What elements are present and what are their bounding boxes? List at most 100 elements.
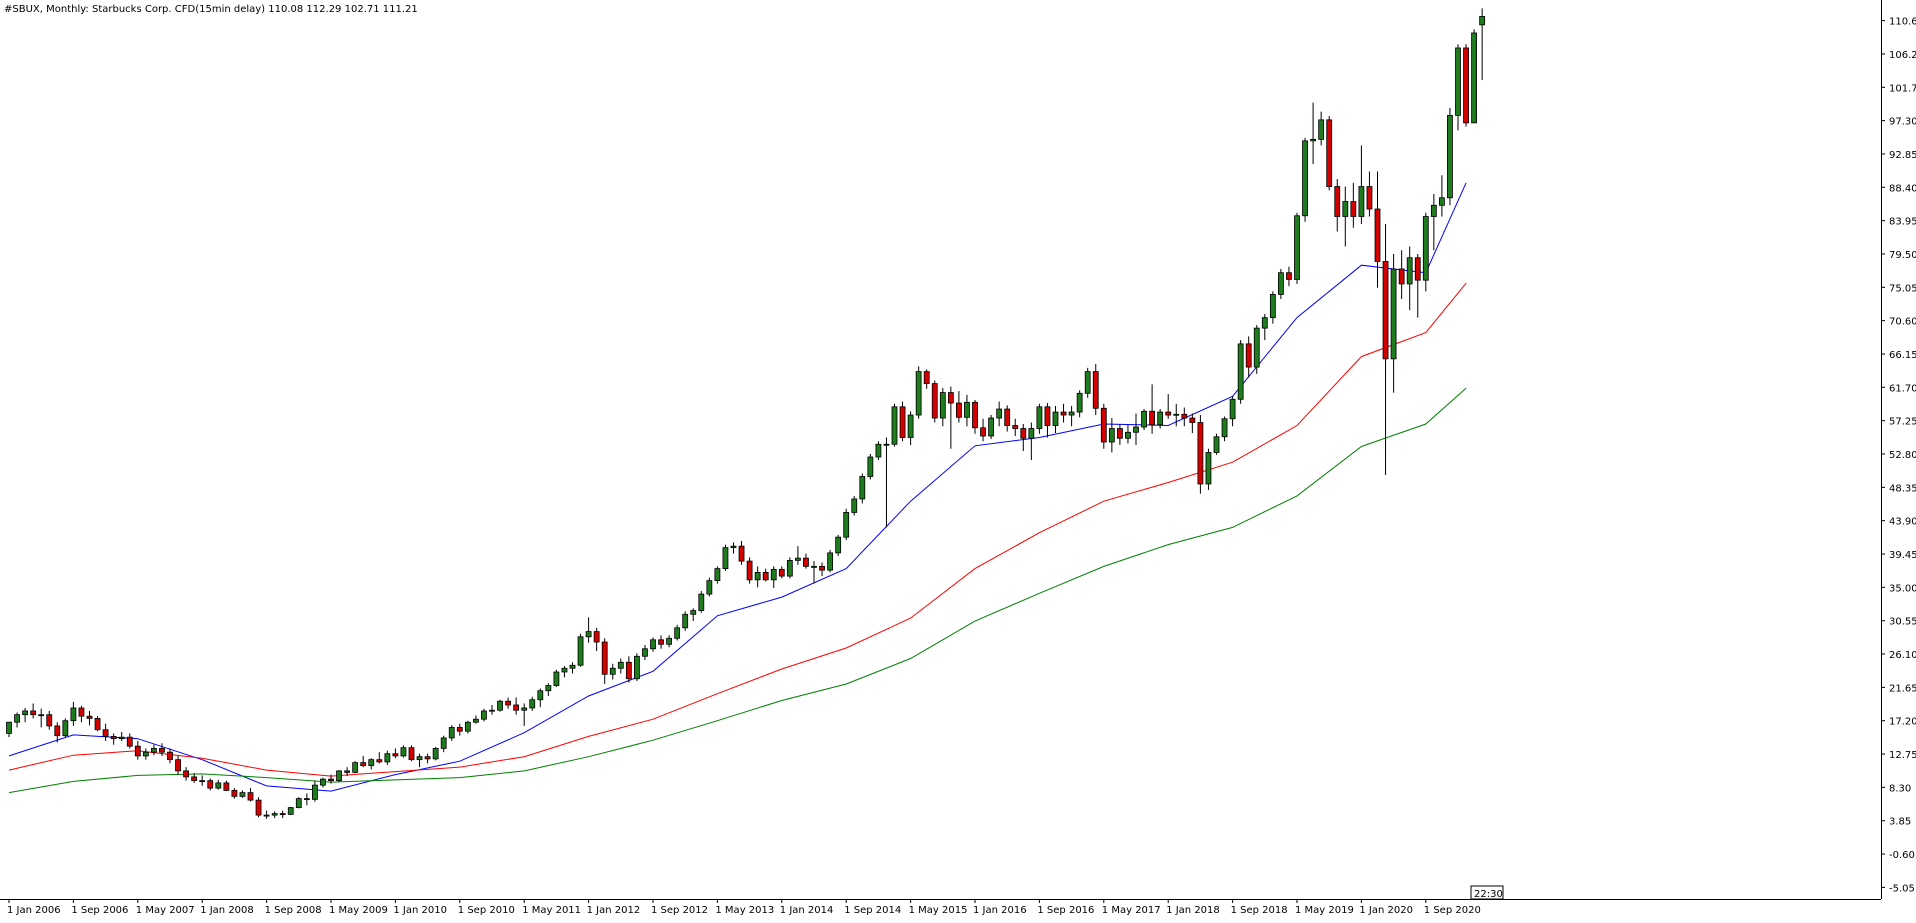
candle — [1020, 424, 1027, 451]
candle-body-up — [835, 536, 842, 554]
candle-body-up — [529, 699, 536, 709]
candle — [295, 797, 302, 809]
ma-line-mid — [8, 282, 1467, 777]
y-tick-label: 75.05 — [1889, 283, 1916, 294]
candle — [1205, 448, 1212, 490]
candle-body-up — [537, 690, 544, 701]
candle-body-down — [175, 759, 181, 772]
y-tick-label: 57.25 — [1889, 417, 1916, 428]
candle-body-down — [972, 401, 978, 429]
y-tick-label: 97.30 — [1889, 117, 1916, 128]
candle — [907, 411, 914, 446]
candle-body-up — [964, 401, 970, 418]
candle — [561, 666, 568, 678]
y-tick-label: -5.05 — [1889, 883, 1915, 894]
candle — [1382, 224, 1389, 475]
y-tick-label: 26.10 — [1889, 650, 1916, 661]
candle — [714, 566, 721, 584]
candle-body-up — [859, 476, 866, 500]
candle — [150, 744, 157, 756]
candle — [175, 755, 181, 775]
candle-body-up — [1479, 16, 1486, 26]
candle — [762, 568, 769, 582]
y-tick-label: 3.85 — [1889, 817, 1911, 828]
candle — [118, 731, 125, 741]
candle-body-up — [714, 568, 721, 582]
candle — [30, 703, 37, 719]
candle — [875, 441, 882, 460]
candle-body-down — [207, 780, 214, 789]
candle — [883, 437, 890, 528]
candle — [1350, 182, 1357, 228]
candle-body-up — [1261, 317, 1268, 329]
candle — [384, 750, 391, 765]
candle-body-up — [722, 547, 729, 570]
candle — [642, 645, 648, 661]
candle — [770, 566, 777, 589]
y-axis-ticks: 110.65 106.20 101.75 97.30 92.85 88.40 83.95 79… — [1881, 17, 1916, 894]
candle-body-down — [1060, 411, 1067, 416]
candle — [1447, 107, 1453, 206]
candle-body-down — [593, 631, 600, 643]
candle-body-down — [1100, 407, 1107, 443]
candle — [1430, 194, 1437, 251]
candle — [1149, 384, 1155, 434]
candle-body-down — [360, 762, 367, 767]
x-tick-label: 1 May 2019 — [1295, 905, 1354, 916]
candle — [738, 540, 745, 565]
candle-body-up — [988, 417, 994, 437]
candle-body-up — [1447, 114, 1453, 199]
candle-body-up — [827, 552, 833, 571]
candle-body-down — [1398, 268, 1405, 285]
candle-body-down — [30, 710, 37, 716]
candle — [1463, 44, 1469, 127]
candle-body-down — [778, 568, 785, 577]
candle — [38, 708, 45, 728]
candle-body-up — [875, 443, 882, 458]
candle — [529, 696, 536, 711]
candle — [199, 775, 206, 786]
candle — [1092, 364, 1099, 416]
candle — [481, 708, 487, 722]
candle-body-up — [62, 720, 69, 737]
candle-body-up — [1237, 343, 1244, 400]
candle-body-up — [650, 639, 656, 650]
candle-body-up — [867, 456, 874, 477]
candle — [827, 549, 833, 573]
candle — [159, 743, 165, 756]
candle-body-up — [448, 727, 455, 739]
y-tick-label: 30.55 — [1889, 617, 1916, 628]
candle-body-up — [336, 770, 342, 782]
candle-body-down — [159, 748, 165, 753]
candle — [255, 797, 262, 818]
candle — [1374, 171, 1381, 288]
candle — [1342, 186, 1349, 247]
candle-body-down — [762, 571, 769, 581]
candle — [440, 735, 447, 753]
candle-body-down — [1245, 343, 1252, 368]
candle — [22, 707, 29, 723]
candle — [1213, 433, 1220, 455]
candle — [464, 720, 471, 734]
x-axis-ticks: 1 Jan 2006 1 Sep 2006 1 May 2007 1 Jan 2008… — [7, 899, 1481, 916]
candle — [1141, 409, 1147, 431]
candle-body-up — [118, 736, 125, 740]
candle-body-up — [939, 392, 946, 419]
candle-body-up — [1253, 327, 1260, 368]
candle — [1044, 403, 1051, 438]
candle — [722, 544, 729, 571]
candle-body-up — [770, 568, 777, 581]
candle — [1012, 418, 1019, 437]
candle-body-up — [38, 714, 45, 717]
candle — [134, 740, 141, 760]
candle — [191, 773, 198, 783]
candle-body-up — [786, 559, 793, 577]
candle — [336, 770, 342, 783]
candle — [1068, 406, 1075, 427]
candle — [142, 748, 149, 760]
candle — [625, 656, 632, 683]
candle — [1100, 403, 1107, 449]
candle-body-up — [215, 782, 222, 789]
